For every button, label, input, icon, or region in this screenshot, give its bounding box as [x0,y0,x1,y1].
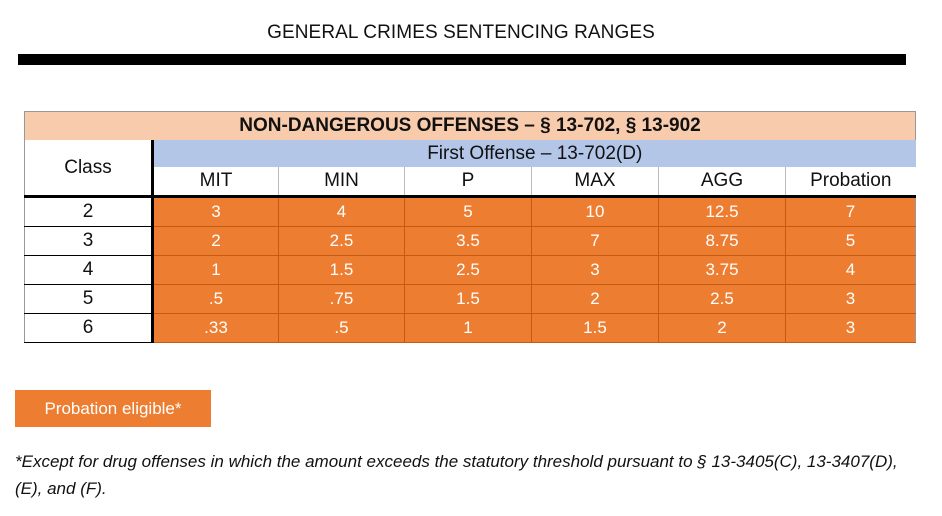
table-row: 3 2 2.5 3.5 7 8.75 5 [24,226,916,256]
class-column-header: Class [24,140,154,198]
p-cell: 2.5 [404,255,532,285]
column-header-mit: MIT [152,167,279,198]
agg-cell: 8.75 [658,226,786,256]
column-header-p: P [404,167,532,198]
table-row: 2 3 4 5 10 12.5 7 [24,196,916,227]
min-cell: 1.5 [278,255,405,285]
max-cell: 2 [531,284,659,314]
footnote: *Except for drug offenses in which the a… [15,452,898,498]
mit-cell: 2 [152,226,279,256]
agg-cell: 3.75 [658,255,786,285]
table-row: 5 .5 .75 1.5 2 2.5 3 [24,284,916,314]
table-row: 6 .33 .5 1 1.5 2 3 [24,313,916,343]
class-cell: 6 [24,313,154,343]
class-cell: 3 [24,226,154,256]
agg-cell: 2 [658,313,786,343]
probation-cell: 3 [785,284,916,314]
column-header-max: MAX [531,167,659,198]
min-cell: .5 [278,313,405,343]
max-cell: 10 [531,196,659,227]
table-row: 4 1 1.5 2.5 3 3.75 4 [24,255,916,285]
agg-cell: 2.5 [658,284,786,314]
mit-cell: .33 [152,313,279,343]
class-cell: 4 [24,255,154,285]
min-cell: .75 [278,284,405,314]
column-header-agg: AGG [658,167,786,198]
p-cell: 1 [404,313,532,343]
page-title: GENERAL CRIMES SENTENCING RANGES [267,22,655,43]
p-cell: 3.5 [404,226,532,256]
probation-cell: 3 [785,313,916,343]
probation-cell: 7 [785,196,916,227]
max-cell: 1.5 [531,313,659,343]
mit-cell: 1 [152,255,279,285]
column-header-probation: Probation [785,167,916,198]
min-cell: 2.5 [278,226,405,256]
sentencing-table: NON-DANGEROUS OFFENSES – § 13-702, § 13-… [24,111,916,343]
probation-cell: 4 [785,255,916,285]
p-cell: 5 [404,196,532,227]
max-cell: 3 [531,255,659,285]
probation-cell: 5 [785,226,916,256]
agg-cell: 12.5 [658,196,786,227]
probation-eligible-legend: Probation eligible* [15,390,211,427]
class-cell: 2 [24,196,154,227]
class-cell: 5 [24,284,154,314]
max-cell: 7 [531,226,659,256]
table-heading: NON-DANGEROUS OFFENSES – § 13-702, § 13-… [24,111,916,140]
mit-cell: 3 [152,196,279,227]
min-cell: 4 [278,196,405,227]
title-rule [18,54,906,65]
mit-cell: .5 [152,284,279,314]
first-offense-subheading: First Offense – 13-702(D) [152,140,916,167]
column-header-min: MIN [278,167,405,198]
p-cell: 1.5 [404,284,532,314]
